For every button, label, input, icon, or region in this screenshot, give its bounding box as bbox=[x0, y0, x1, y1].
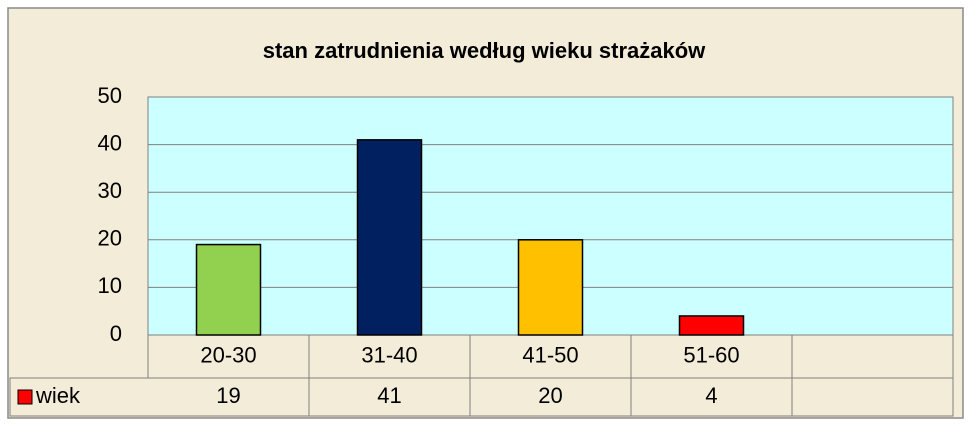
chart-title: stan zatrudnienia według wieku strażaków bbox=[263, 38, 706, 63]
bar bbox=[356, 139, 423, 336]
x-tick-label: 31-40 bbox=[361, 342, 417, 367]
x-tick-label: 20-30 bbox=[200, 342, 256, 367]
y-tick-label: 40 bbox=[98, 130, 122, 155]
y-tick-label: 50 bbox=[98, 83, 122, 108]
y-tick-label: 30 bbox=[98, 178, 122, 203]
table-value: 4 bbox=[705, 383, 717, 408]
legend-label: wiek bbox=[35, 383, 81, 408]
table-value: 41 bbox=[377, 383, 401, 408]
y-tick-label: 10 bbox=[98, 273, 122, 298]
table-value: 19 bbox=[216, 383, 240, 408]
table-value: 20 bbox=[538, 383, 562, 408]
bar bbox=[195, 243, 262, 336]
y-tick-label: 0 bbox=[110, 321, 122, 346]
y-tick-label: 20 bbox=[98, 226, 122, 251]
bar bbox=[678, 315, 745, 336]
legend-marker bbox=[17, 389, 33, 405]
bar bbox=[517, 239, 584, 336]
x-tick-label: 41-50 bbox=[522, 342, 578, 367]
x-tick-label: 51-60 bbox=[683, 342, 739, 367]
